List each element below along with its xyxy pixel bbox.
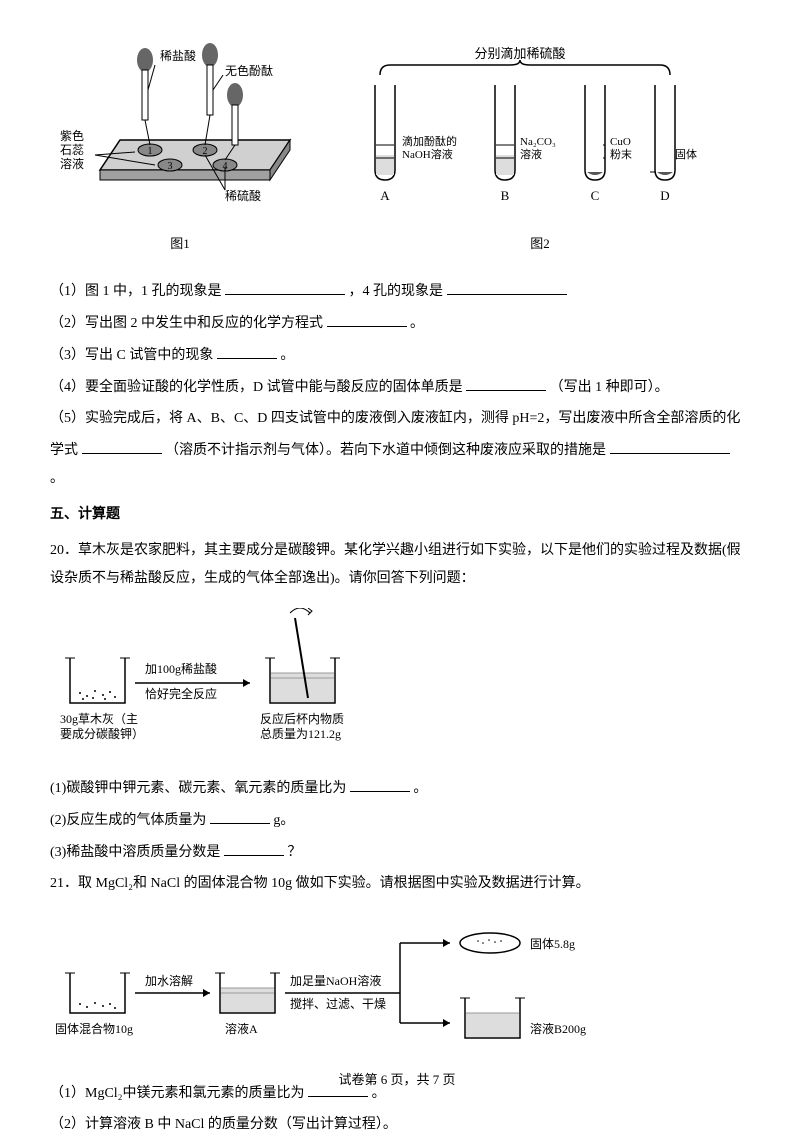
svg-text:3: 3: [168, 161, 173, 172]
svg-text:粉末: 粉末: [610, 147, 632, 161]
q21-2: （2）计算溶液 B 中 NaCl 的质量分数（写出计算过程）。: [50, 1111, 744, 1139]
label-h2so4: 稀硫酸: [225, 188, 261, 203]
q3: （3）写出 C 试管中的现象 。: [50, 341, 744, 370]
svg-text:固体5.8g: 固体5.8g: [530, 937, 575, 951]
q20-3-text: (3)稀盐酸中溶质质量分数是: [50, 845, 220, 860]
q2-suffix: 。: [410, 316, 424, 331]
q1: （1）图 1 中，1 孔的现象是 ，4 孔的现象是: [50, 277, 744, 306]
svg-text:30g草木灰（主: 30g草木灰（主: [60, 712, 138, 726]
q5-line1: （5）实验完成后，将 A、B、C、D 四支试管中的废液倒入废液缸内，测得 pH=…: [50, 405, 744, 433]
q5-line2-prefix: 学式: [50, 443, 78, 458]
tube-c: CuO 粉末 C: [585, 85, 632, 203]
q4: （4）要全面验证酸的化学性质，D 试管中能与酸反应的固体单质是 （写出 1 种即…: [50, 373, 744, 402]
svg-text:C: C: [591, 188, 600, 203]
q20-intro: 20．草木灰是农家肥料，其主要成分是碳酸钾。某化学兴趣小组进行如下实验，以下是他…: [50, 537, 744, 593]
svg-text:石蕊: 石蕊: [60, 143, 84, 157]
svg-text:紫色: 紫色: [60, 129, 84, 143]
svg-text:恰好完全反应: 恰好完全反应: [145, 686, 217, 701]
diagram2-svg: 分别滴加稀硫酸 滴加酚酞的 NaOH溶液 A Na₂CO₃ 溶液 B: [340, 40, 700, 220]
svg-text:总质量为121.2g: 总质量为121.2g: [260, 727, 341, 741]
q20-3-blank: [224, 838, 284, 856]
q2-prefix: （2）写出图 2 中发生中和反应的化学方程式: [50, 316, 323, 331]
q5-line2: 学式 （溶质不计指示剂与气体）。若向下水道中倾倒这种废液应采取的措施是 。: [50, 436, 744, 493]
q2: （2）写出图 2 中发生中和反应的化学方程式 。: [50, 309, 744, 338]
q21-svg: 固体混合物10g 加水溶解 溶液A 加足量NaOH溶液 搅拌、过滤、干燥 固体5…: [50, 913, 610, 1053]
q21-diagram: 固体混合物10g 加水溶解 溶液A 加足量NaOH溶液 搅拌、过滤、干燥 固体5…: [50, 913, 744, 1064]
q2-blank: [327, 309, 407, 327]
section5-title: 五、计算题: [50, 501, 744, 529]
q1-blank2: [447, 277, 567, 295]
label-hcl: 稀盐酸: [160, 48, 196, 63]
top-diagrams: 1 2 3 4 稀盐酸 无色酚酞: [50, 40, 744, 257]
q20-3: (3)稀盐酸中溶质质量分数是 ？: [50, 838, 744, 867]
tube-d: 固体 D: [650, 85, 697, 203]
svg-text:加100g稀盐酸: 加100g稀盐酸: [145, 661, 217, 676]
svg-text:固体: 固体: [675, 147, 697, 161]
svg-text:溶液: 溶液: [60, 156, 84, 171]
q21-2-text: （2）计算溶液 B 中 NaCl 的质量分数（写出计算过程）。: [50, 1117, 397, 1132]
q20-1-suffix: 。: [413, 781, 427, 796]
svg-text:溶液A: 溶液A: [225, 1021, 258, 1036]
q21-intro: 21．取 MgCl₂和 NaCl 的固体混合物 10g 做如下实验。请根据图中实…: [50, 870, 744, 898]
svg-text:溶液B200g: 溶液B200g: [530, 1021, 586, 1036]
q20-2-text: (2)反应生成的气体质量为: [50, 813, 206, 828]
svg-text:加水溶解: 加水溶解: [145, 973, 193, 988]
svg-text:固体混合物10g: 固体混合物10g: [55, 1021, 133, 1036]
tube-b: Na₂CO₃ 溶液 B: [495, 85, 556, 203]
q5-suffix: 。: [50, 471, 64, 486]
q1-mid: ，4 孔的现象是: [349, 284, 444, 299]
svg-text:CuO: CuO: [610, 136, 631, 148]
q5-blank2: [610, 436, 730, 454]
svg-text:要成分碳酸钾）: 要成分碳酸钾）: [60, 726, 144, 741]
q20-diagram: 30g草木灰（主 要成分碳酸钾） 加100g稀盐酸 恰好完全反应 反应后杯内物质…: [50, 608, 744, 759]
svg-text:NaOH溶液: NaOH溶液: [402, 147, 453, 161]
svg-text:反应后杯内物质: 反应后杯内物质: [260, 711, 344, 726]
q1-prefix: （1）图 1 中，1 孔的现象是: [50, 284, 222, 299]
q20-2: (2)反应生成的气体质量为 g。: [50, 806, 744, 835]
label-phenol: 无色酚酞: [225, 63, 273, 78]
svg-text:Na₂CO₃: Na₂CO₃: [520, 136, 556, 148]
q20-2-blank: [210, 806, 270, 824]
diagram1-caption: 图1: [50, 231, 310, 257]
svg-text:B: B: [501, 188, 510, 203]
svg-text:加足量NaOH溶液: 加足量NaOH溶液: [290, 973, 381, 988]
page-footer: 试卷第 6 页，共 7 页: [50, 1067, 744, 1093]
q20-svg: 30g草木灰（主 要成分碳酸钾） 加100g稀盐酸 恰好完全反应 反应后杯内物质…: [50, 608, 450, 748]
tube-a: 滴加酚酞的 NaOH溶液 A: [375, 85, 457, 203]
q3-suffix: 。: [280, 348, 294, 363]
svg-text:搅拌、过滤、干燥: 搅拌、过滤、干燥: [290, 996, 386, 1011]
svg-text:分别滴加稀硫酸: 分别滴加稀硫酸: [474, 46, 565, 61]
q20-1-blank: [350, 774, 410, 792]
q20-1-text: (1)碳酸钾中钾元素、碳元素、氧元素的质量比为: [50, 781, 346, 796]
diagram2-caption: 图2: [380, 231, 700, 257]
diagram1-svg: 1 2 3 4 稀盐酸 无色酚酞: [50, 40, 310, 220]
svg-text:1: 1: [148, 146, 153, 157]
q4-suffix: （写出 1 种即可）。: [550, 380, 669, 395]
svg-text:D: D: [660, 188, 669, 203]
q1-blank1: [225, 277, 345, 295]
svg-text:A: A: [380, 188, 390, 203]
q4-prefix: （4）要全面验证酸的化学性质，D 试管中能与酸反应的固体单质是: [50, 380, 463, 395]
q5-blank1: [82, 436, 162, 454]
q20-1: (1)碳酸钾中钾元素、碳元素、氧元素的质量比为 。: [50, 774, 744, 803]
diagram-2: 分别滴加稀硫酸 滴加酚酞的 NaOH溶液 A Na₂CO₃ 溶液 B: [340, 40, 700, 257]
q3-blank: [217, 341, 277, 359]
q3-prefix: （3）写出 C 试管中的现象: [50, 348, 213, 363]
q5-line2-mid: （溶质不计指示剂与气体）。若向下水道中倾倒这种废液应采取的措施是: [165, 443, 606, 458]
q20-3-suffix: ？: [287, 845, 301, 860]
q20-2-suffix: g。: [273, 813, 294, 828]
svg-text:溶液: 溶液: [520, 147, 542, 161]
q4-blank: [466, 373, 546, 391]
svg-text:滴加酚酞的: 滴加酚酞的: [402, 134, 457, 148]
diagram-1: 1 2 3 4 稀盐酸 无色酚酞: [50, 40, 310, 257]
q5-line1-text: （5）实验完成后，将 A、B、C、D 四支试管中的废液倒入废液缸内，测得 pH=…: [50, 411, 740, 426]
